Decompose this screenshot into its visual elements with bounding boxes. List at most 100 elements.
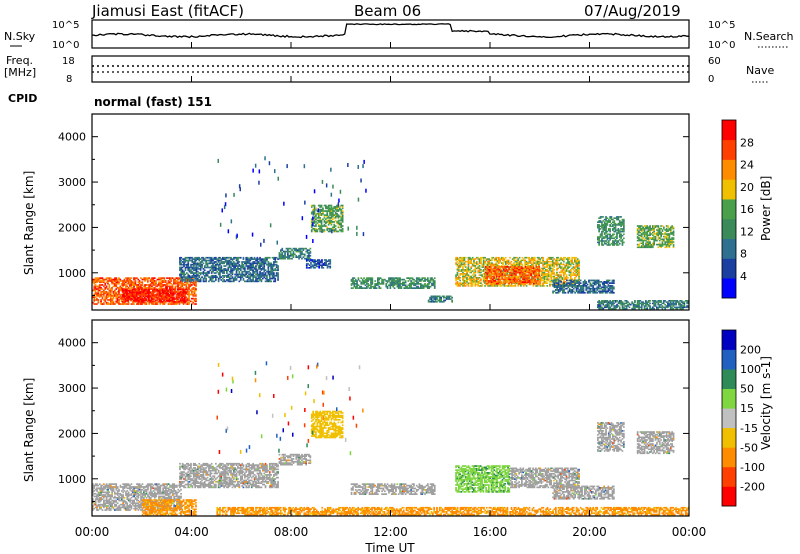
- echo-cell: [547, 270, 550, 272]
- echo-cell: [596, 291, 599, 294]
- echo-cell: [245, 265, 248, 267]
- echo-cell: [528, 281, 531, 283]
- echo-cell: [337, 208, 340, 211]
- echo-cell: [520, 270, 523, 272]
- echo-cell: [130, 296, 133, 299]
- echo-cell: [577, 290, 579, 293]
- echo-cell: [477, 283, 479, 286]
- echo-cell: [487, 267, 490, 270]
- echo-cell: [502, 270, 504, 272]
- echo-cell: [202, 258, 205, 260]
- echo-cell: [586, 291, 589, 294]
- echo-cell: [155, 303, 157, 305]
- echo-cell: [186, 276, 188, 278]
- echo-cell: [574, 274, 576, 276]
- echo-cell: [459, 259, 461, 262]
- echo-cell: [134, 284, 137, 286]
- echo-cell: [494, 274, 497, 277]
- echo-cell: [329, 211, 331, 214]
- echo-cell: [530, 274, 532, 277]
- echo-cell: [530, 280, 532, 282]
- echo-cell: [228, 261, 231, 263]
- echo-cell: [108, 285, 111, 288]
- echo-cell: [486, 270, 489, 272]
- echo-cell: [257, 276, 260, 278]
- echo-cell: [313, 227, 316, 230]
- echo-cell: [498, 270, 501, 272]
- echo-cell: [270, 272, 272, 274]
- echo-cell: [593, 279, 596, 282]
- echo-cell: [133, 303, 135, 305]
- echo-cell: [266, 277, 268, 280]
- echo-cell: [597, 221, 599, 223]
- echo-cell: [359, 285, 361, 288]
- echo-cell: [513, 280, 516, 282]
- echo-cell: [160, 284, 163, 286]
- echo-cell: [94, 288, 97, 290]
- echo-cell: [386, 280, 389, 282]
- echo-cell: [361, 280, 364, 282]
- echo-cell: [197, 266, 199, 269]
- echo-cell: [143, 290, 146, 292]
- echo-cell: [502, 282, 505, 285]
- echo-cell: [256, 261, 259, 263]
- echo-cell: [326, 217, 329, 219]
- echo-cell: [557, 289, 560, 291]
- echo-cell: [100, 300, 102, 303]
- echo-cell: [399, 277, 401, 279]
- echo-cell: [493, 285, 496, 287]
- echo-cell: [244, 274, 246, 277]
- echo-cell: [325, 260, 327, 263]
- echo-cell: [474, 267, 477, 270]
- echo-cell: [323, 261, 326, 264]
- echo-cell: [484, 256, 486, 259]
- echo-cell: [584, 282, 586, 284]
- echo-cell: [577, 281, 579, 283]
- echo-cell: [177, 301, 179, 304]
- echo-cell: [475, 281, 478, 283]
- echo-cell: [523, 274, 525, 277]
- echo-cell: [302, 247, 305, 250]
- echo-cell: [463, 281, 466, 283]
- echo-cell: [598, 225, 600, 228]
- echo-cell: [103, 301, 105, 304]
- echo-cell: [535, 267, 538, 270]
- echo-cell: [181, 279, 184, 281]
- echo-cell: [184, 284, 186, 286]
- echo-cell: [192, 276, 195, 278]
- echo-cell: [389, 277, 392, 279]
- echo-cell: [109, 293, 112, 296]
- echo-cell: [519, 274, 521, 277]
- echo-cell: [522, 279, 525, 282]
- echo-cell: [250, 273, 253, 276]
- echo-cell: [564, 266, 566, 268]
- echo-cell: [158, 281, 160, 284]
- echo-cell: [578, 279, 580, 282]
- echo-cell: [333, 221, 336, 223]
- echo-cell: [255, 277, 257, 280]
- echo-cell: [558, 258, 561, 260]
- echo-cell: [526, 266, 528, 268]
- echo-cell: [312, 267, 315, 269]
- echo-cell: [147, 284, 149, 286]
- echo-cell: [137, 292, 139, 295]
- echo-cell: [474, 274, 477, 276]
- echo-cell: [357, 284, 360, 287]
- echo-cell: [248, 258, 250, 260]
- echo-cell: [559, 286, 561, 289]
- echo-cell: [178, 294, 180, 296]
- echo-cell: [142, 277, 145, 279]
- echo-cell: [138, 288, 141, 291]
- echo-cell: [329, 261, 332, 264]
- echo-cell: [538, 275, 541, 278]
- echo-cell: [427, 277, 429, 279]
- echo-cell: [132, 295, 135, 298]
- echo-cell: [125, 296, 127, 299]
- echo-cell: [500, 266, 502, 268]
- echo-cell: [145, 299, 147, 302]
- echo-cell: [164, 280, 167, 282]
- echo-cell: [440, 298, 442, 300]
- echo-cell: [186, 280, 188, 283]
- echo-cell: [208, 272, 210, 274]
- echo-cell: [418, 287, 421, 289]
